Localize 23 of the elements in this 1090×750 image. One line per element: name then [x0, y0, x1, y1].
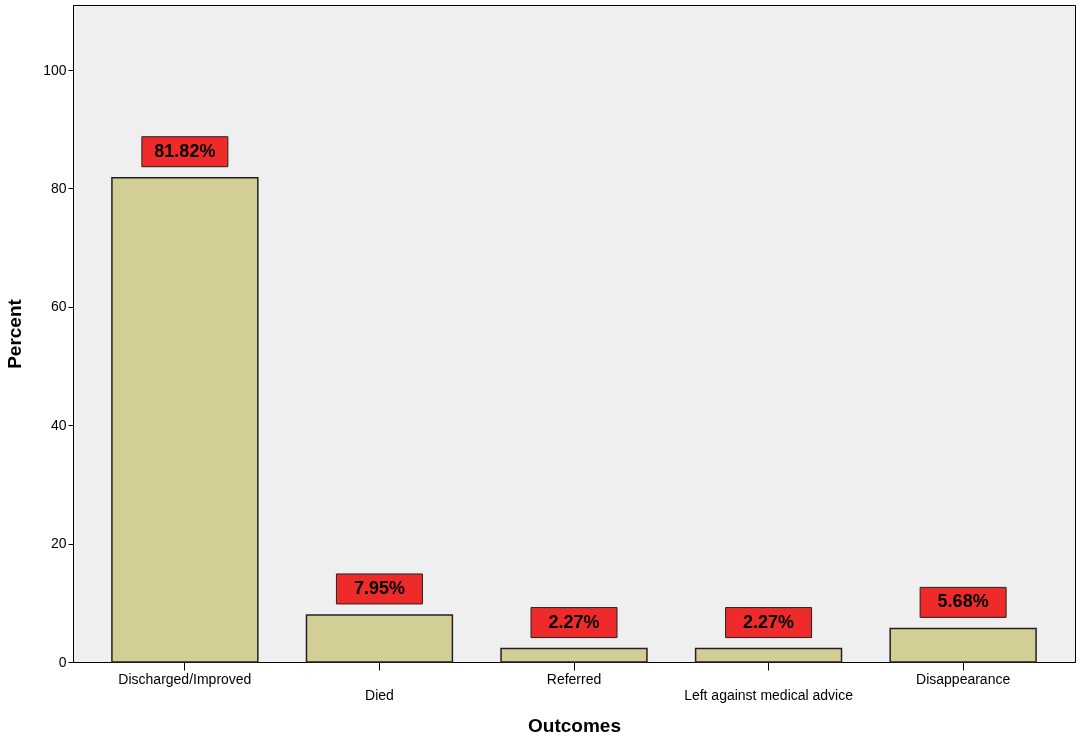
y-axis-title: Percent — [4, 298, 26, 369]
x-tick-label: Left against medical advice — [684, 686, 854, 703]
x-tick-label: Referred — [546, 670, 602, 687]
data-label: 2.27% — [743, 611, 795, 632]
bar — [500, 647, 648, 663]
bar — [111, 176, 259, 663]
y-tick-label: 80 — [50, 179, 67, 196]
x-tick-label: Died — [365, 686, 394, 703]
y-tick-label: 20 — [50, 535, 67, 552]
bar — [694, 647, 843, 663]
bar — [305, 614, 454, 663]
bar — [889, 627, 1037, 663]
data-label: 7.95% — [353, 577, 405, 598]
y-tick-label: 100 — [43, 61, 67, 78]
x-tick-label: Discharged/Improved — [118, 670, 252, 687]
data-label: 2.27% — [548, 611, 600, 632]
y-tick-label: 40 — [50, 416, 67, 433]
x-axis-title: Outcomes — [528, 714, 621, 736]
y-tick-label: 0 — [58, 653, 67, 670]
data-label: 81.82% — [154, 140, 216, 161]
y-tick-label: 60 — [50, 298, 67, 315]
data-label: 5.68% — [937, 591, 989, 612]
x-tick-label: Disappearance — [916, 670, 1011, 687]
